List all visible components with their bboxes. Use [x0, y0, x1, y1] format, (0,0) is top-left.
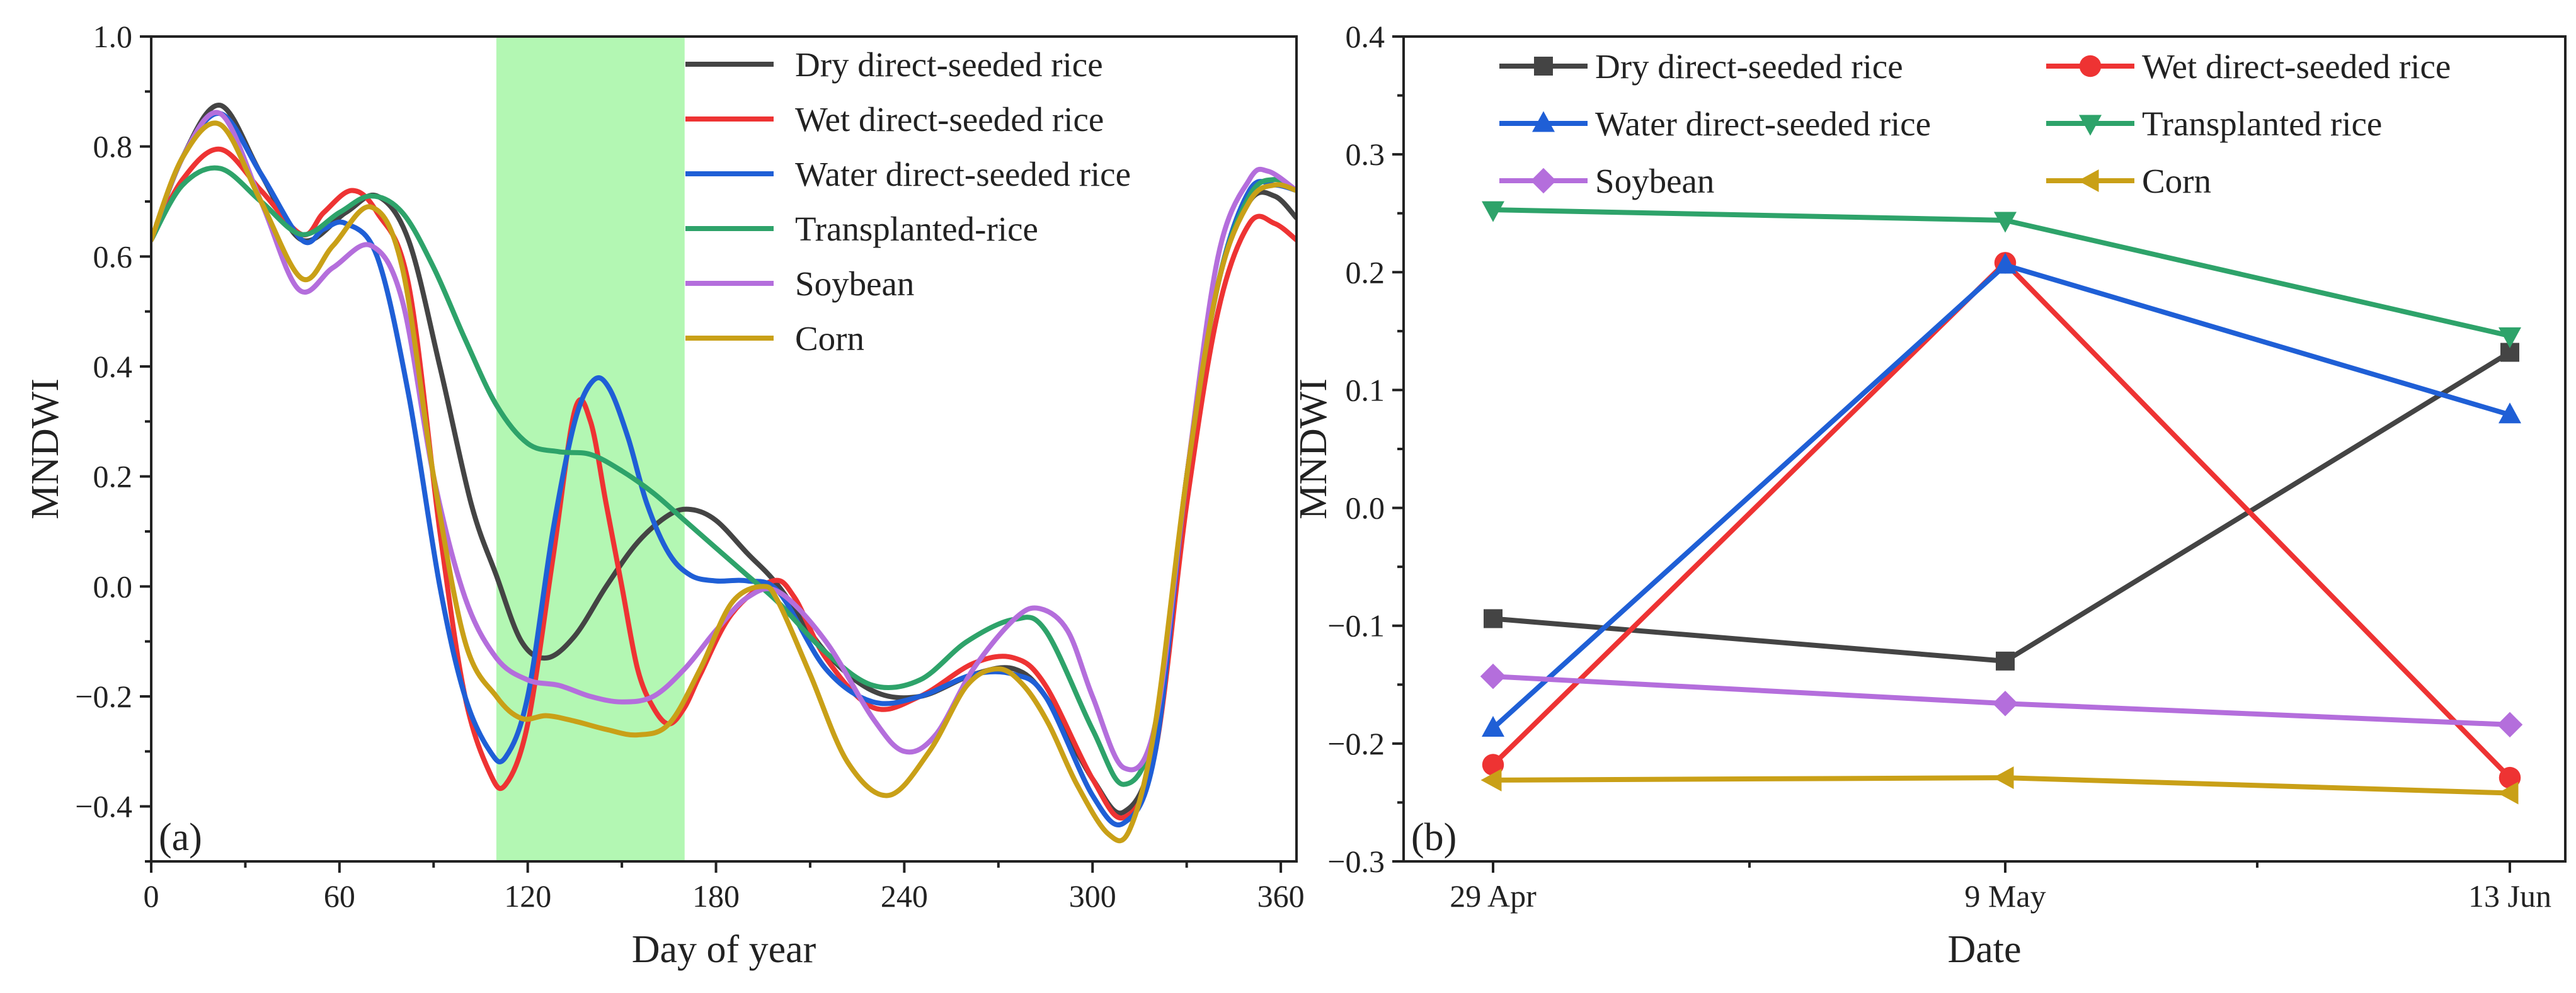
legend-label-b-3: Transplanted rice: [2142, 105, 2382, 143]
series-b-5: [1480, 766, 2519, 805]
y-tick-label-b-4: 0.1: [1346, 372, 1385, 407]
y-tick-label-a-4: 0.4: [93, 349, 133, 384]
chart-panel-b: 29 Apr 9 May 13 Jun −0.3 −0.2 −0.1 0.0 0.1 0.2 0.…: [1292, 19, 2567, 971]
data-point-b-3-0: [1482, 201, 1504, 222]
series-line-a-5: [151, 120, 1297, 844]
series-b-0: [1484, 343, 2519, 671]
data-point-b-1-2: [2499, 766, 2521, 789]
legend-marker-b-5: [2078, 169, 2099, 192]
series-b-4: [1480, 663, 2523, 738]
data-point-b-0-0: [1484, 609, 1503, 628]
legend-a: Dry direct-seeded rice Wet direct-seeded …: [685, 45, 1131, 358]
y-tick-label-b-5: 0.2: [1346, 254, 1385, 290]
legend-label-a-2: Water direct-seeded rice: [795, 155, 1131, 193]
y-tick-label-b-6: 0.3: [1346, 137, 1385, 172]
legend-label-b-0: Dry direct-seeded rice: [1595, 47, 1903, 86]
legend-marker-b-1: [2079, 55, 2102, 77]
x-tick-label-b-0: 29 Apr: [1450, 878, 1537, 914]
y-tick-label-a-7: 1.0: [93, 19, 133, 54]
data-point-b-2-1: [1994, 253, 2017, 274]
y-tick-label-a-5: 0.6: [93, 239, 133, 274]
y-tick-label-b-1: −0.2: [1327, 726, 1385, 761]
data-point-b-4-0: [1480, 663, 1506, 689]
x-axis-title-a: Day of year: [632, 928, 816, 971]
x-tick-label-a-3: 180: [692, 878, 740, 914]
series-line-a-2: [151, 111, 1297, 827]
x-tick-label-a-4: 240: [881, 878, 928, 914]
data-point-b-2-0: [1482, 716, 1504, 737]
x-tick-label-b-1: 9 May: [1964, 878, 2046, 914]
legend-label-a-3: Transplanted-rice: [795, 210, 1038, 248]
legend-marker-b-3: [2079, 115, 2102, 136]
y-tick-label-a-6: 0.8: [93, 129, 133, 164]
legend-label-a-4: Soybean: [795, 264, 914, 303]
data-point-b-3-1: [1994, 212, 2017, 233]
legend-label-b-5: Corn: [2142, 162, 2211, 200]
data-point-b-3-2: [2499, 327, 2521, 348]
data-point-b-4-2: [2497, 712, 2523, 738]
data-point-b-5-0: [1480, 768, 1502, 792]
y-tick-label-b-7: 0.4: [1346, 19, 1385, 54]
x-tick-label-a-2: 120: [504, 878, 551, 914]
x-tick-label-a-1: 60: [324, 878, 355, 914]
chart-panel-a: 0 60 120 180 240 300 360 −0.4 −0.2 0.0 0.2 0.4 0.6 0.…: [24, 19, 1305, 971]
x-tick-label-a-5: 300: [1069, 878, 1116, 914]
y-tick-label-b-0: −0.3: [1327, 844, 1385, 879]
legend-label-a-5: Corn: [795, 319, 864, 358]
x-tick-label-a-6: 360: [1257, 878, 1305, 914]
data-point-b-2-2: [2499, 402, 2521, 424]
legend-label-b-1: Wet direct-seeded rice: [2142, 47, 2451, 86]
data-point-b-5-1: [1993, 766, 2014, 790]
series-b-3: [1482, 201, 2521, 348]
legend-marker-b-0: [1534, 57, 1553, 76]
y-axis-title-a: MNDWI: [24, 378, 67, 519]
panel-label-b: (b): [1411, 816, 1457, 859]
legend-label-b-2: Water direct-seeded rice: [1595, 105, 1931, 143]
legend-b: Dry direct-seeded rice Wet direct-seeded …: [1499, 47, 2451, 200]
legend-marker-b-4: [1530, 167, 1557, 194]
y-tick-label-b-3: 0.0: [1346, 491, 1385, 526]
y-axis-title-b: MNDWI: [1292, 378, 1335, 519]
series-lines-a: [151, 103, 1297, 844]
series-b-2: [1482, 253, 2521, 737]
legend-label-b-4: Soybean: [1595, 162, 1714, 200]
x-axis-title-b: Date: [1947, 928, 2021, 971]
data-point-b-4-1: [1992, 690, 2018, 717]
legend-marker-b-2: [1532, 111, 1555, 132]
y-tick-label-a-2: 0.0: [93, 569, 133, 604]
data-point-b-5-2: [2497, 781, 2519, 805]
y-tick-label-a-0: −0.4: [75, 789, 132, 824]
x-tick-label-a-0: 0: [144, 878, 159, 914]
data-point-b-1-0: [1482, 754, 1504, 776]
panel-label-a: (a): [159, 816, 202, 859]
y-tick-label-a-1: −0.2: [75, 679, 132, 714]
x-tick-label-b-2: 13 Jun: [2468, 878, 2551, 914]
y-tick-label-b-2: −0.1: [1327, 608, 1385, 644]
plot-frame-a: [150, 35, 1298, 863]
data-point-b-0-1: [1996, 651, 2015, 671]
legend-label-a-0: Dry direct-seeded rice: [795, 45, 1103, 84]
legend-label-a-1: Wet direct-seeded rice: [795, 100, 1104, 139]
y-tick-label-a-3: 0.2: [93, 459, 133, 494]
